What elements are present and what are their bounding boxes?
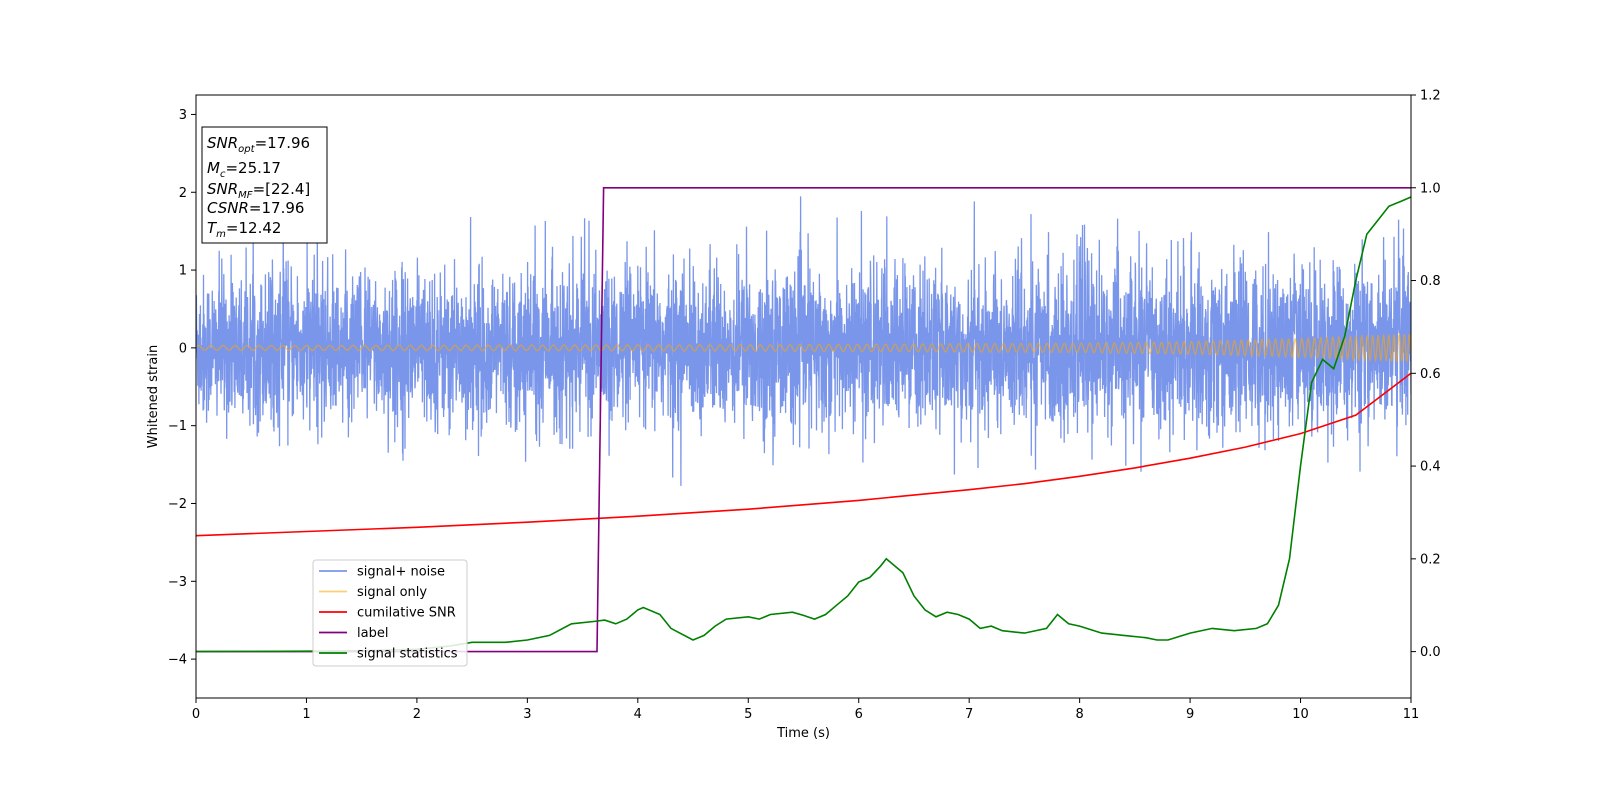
- annotation-line: Tm=12.42: [207, 219, 281, 240]
- y2-tick-label: 0.4: [1420, 460, 1441, 475]
- axes-frame: [195, 94, 1412, 699]
- x-axis-label: Time (s): [776, 726, 830, 741]
- annotation-frame: [201, 126, 328, 244]
- y2-tick-label: 1.0: [1420, 181, 1441, 196]
- y-tick-label: 0: [179, 341, 187, 356]
- x-tick-label: 8: [1075, 707, 1083, 722]
- y2-tick-label: 0.2: [1420, 552, 1441, 567]
- annotation-line: SNRMF=[22.4]: [207, 180, 310, 201]
- y-tick-label: 1: [179, 264, 187, 279]
- series-signal-statistics: [196, 196, 1411, 653]
- x-tick-label: 9: [1186, 707, 1194, 722]
- y-tick-label: 3: [179, 108, 187, 123]
- x-tick-label: 6: [855, 707, 863, 722]
- series-signal-noise: [196, 196, 1411, 486]
- x-tick-label: 11: [1403, 707, 1420, 722]
- x-tick-label: 7: [965, 707, 973, 722]
- y-tick-label: −4: [168, 653, 187, 668]
- legend-entry: label: [357, 626, 388, 641]
- annotation-line: CSNR=17.96: [207, 199, 304, 217]
- x-tick-label: 0: [192, 707, 200, 722]
- y-tick-label: −1: [168, 419, 187, 434]
- y2-tick-label: 0.6: [1420, 367, 1441, 382]
- series-signal-only: [196, 332, 1411, 364]
- y2-tick-label: 1.2: [1420, 89, 1441, 104]
- legend: signal+ noise signal only cumilative SNR la…: [312, 559, 468, 667]
- y2-tick-label: 0.8: [1420, 274, 1441, 289]
- y-axis-label: Whitened strain: [146, 345, 161, 448]
- annotation-box: SNRopt=17.96 Mc=25.17SNRMF=[22.4]CSNR=17.…: [201, 126, 328, 244]
- y2-tick-label: 0.0: [1420, 645, 1441, 660]
- x-tick-label: 2: [413, 707, 421, 722]
- x-tick-label: 5: [744, 707, 752, 722]
- y-tick-label: 2: [179, 186, 187, 201]
- legend-entry: cumilative SNR: [357, 606, 456, 621]
- series-cumulative-snr: [196, 372, 1411, 537]
- y-tick-label: −3: [168, 575, 187, 590]
- legend-entry: signal only: [357, 585, 427, 600]
- y-tick-label: −2: [168, 497, 187, 512]
- x-tick-label: 10: [1292, 707, 1309, 722]
- legend-entry: signal statistics: [357, 647, 458, 662]
- legend-frame: [312, 559, 468, 667]
- x-tick-label: 3: [523, 707, 531, 722]
- annotation-line: Mc=25.17: [207, 159, 281, 180]
- ticks: 0 1 2 3 4 5 6 7 8 9 10 113210−1−2−3−41.21.00.80.60.…: [168, 89, 1441, 723]
- x-tick-label: 4: [634, 707, 642, 722]
- annotation-line: SNRopt=17.96: [207, 134, 310, 155]
- x-tick-label: 1: [302, 707, 310, 722]
- legend-entry: signal+ noise: [357, 565, 445, 580]
